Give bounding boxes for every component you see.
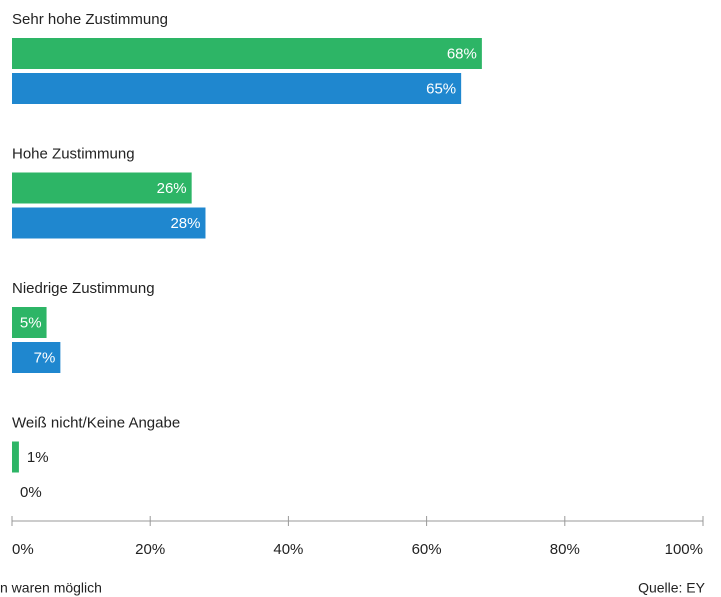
- x-tick-label: 80%: [550, 541, 580, 558]
- bar: [12, 207, 206, 239]
- bar: [12, 73, 462, 104]
- bar: [12, 172, 192, 204]
- x-tick-label: 0%: [12, 541, 34, 558]
- category-label: Hohe Zustimmung: [12, 145, 135, 162]
- bar: [12, 38, 482, 69]
- x-tick-label: 40%: [273, 541, 303, 558]
- footnote: n waren möglich: [0, 580, 102, 596]
- value-label: 68%: [447, 45, 477, 62]
- source: Quelle: EY: [638, 580, 706, 596]
- value-label: 7%: [34, 349, 56, 366]
- value-label: 5%: [20, 314, 42, 331]
- x-tick-label: 20%: [135, 541, 165, 558]
- bar: [12, 441, 19, 473]
- value-label: 65%: [426, 80, 456, 97]
- x-tick-label: 60%: [412, 541, 442, 558]
- category-label: Niedrige Zustimmung: [12, 280, 155, 297]
- value-label: 26%: [157, 180, 187, 197]
- value-label: 1%: [27, 449, 49, 466]
- category-label: Weiß nicht/Keine Angabe: [12, 414, 180, 431]
- category-label: Sehr hohe Zustimmung: [12, 11, 168, 28]
- value-label: 28%: [170, 215, 200, 232]
- x-tick-label: 100%: [665, 541, 703, 558]
- value-label: 0%: [20, 484, 42, 501]
- bar: [12, 307, 47, 338]
- bar: [12, 342, 61, 373]
